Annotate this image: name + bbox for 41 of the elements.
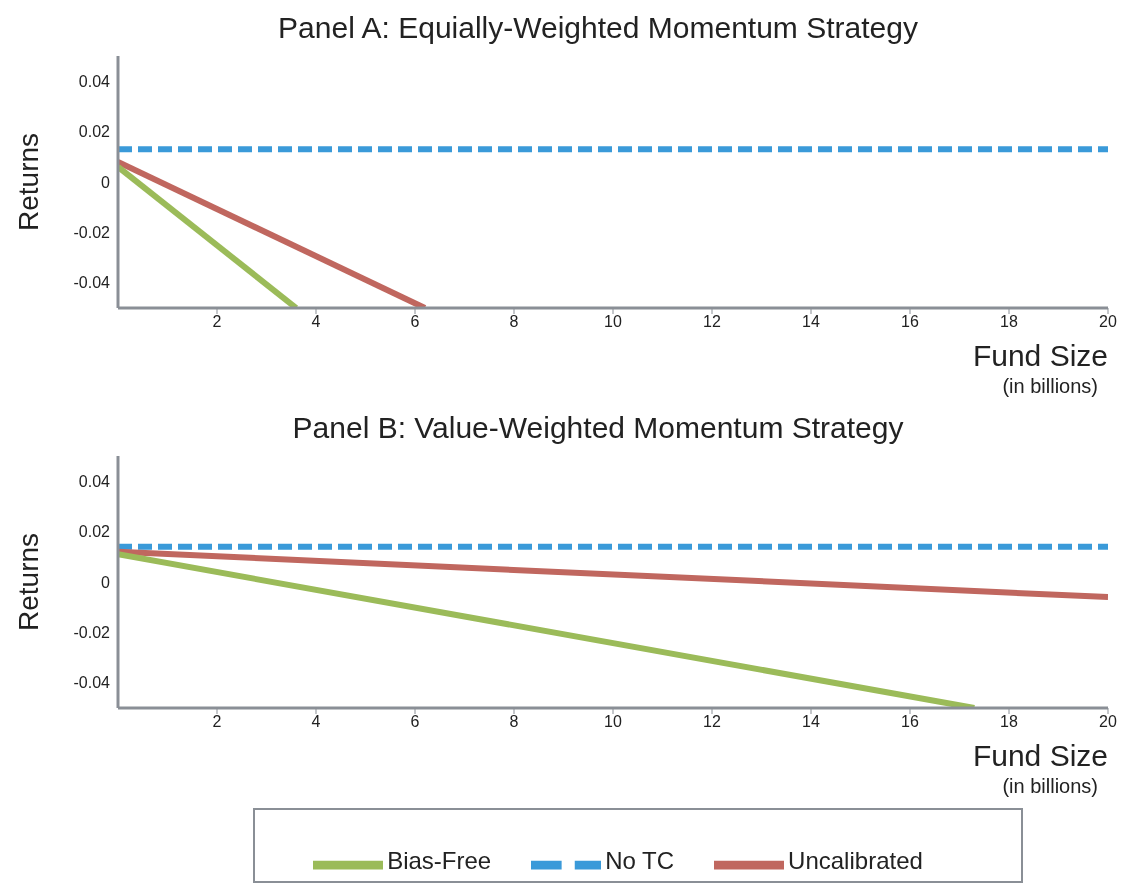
x-tick-label: 18 xyxy=(1000,313,1018,331)
y-tick-label: -0.04 xyxy=(73,674,111,692)
x-tick-label: 12 xyxy=(703,313,721,331)
chart-title: Panel A: Equially-Weighted Momentum Strategy xyxy=(277,10,919,46)
x-axis-title: Fund Size xyxy=(971,338,1108,374)
y-tick-label: 0.04 xyxy=(78,472,111,490)
chart-title: Panel B: Value-Weighted Momentum Strategy xyxy=(291,410,905,446)
text: (in billions) xyxy=(1001,774,1099,798)
x-tick-label: 6 xyxy=(410,713,420,731)
x-tick-label: 4 xyxy=(311,713,321,731)
y-tick-label: -0.04 xyxy=(73,274,111,292)
x-tick-label: 12 xyxy=(703,713,721,731)
y-tick-label: 0 xyxy=(101,173,111,191)
y-axis-title: Returns xyxy=(12,132,44,232)
y-tick-label: 0.02 xyxy=(78,523,111,541)
x-tick-label: 16 xyxy=(901,713,919,731)
x-tick-label: 2 xyxy=(212,313,222,331)
x-tick-label: 20 xyxy=(1099,713,1117,731)
text: (in billions) xyxy=(1001,374,1099,398)
x-tick-label: 16 xyxy=(901,313,919,331)
x-tick-label: 18 xyxy=(1000,713,1018,731)
y-tick-label: -0.02 xyxy=(73,624,111,642)
legend-label: No TC xyxy=(605,847,675,875)
y-tick-label: 0 xyxy=(101,573,111,591)
y-axis-title: Returns xyxy=(12,532,44,632)
legend-label: Bias-Free xyxy=(387,847,492,875)
x-tick-label: 6 xyxy=(410,313,420,331)
legend-label: Uncalibrated xyxy=(788,847,923,875)
x-tick-label: 10 xyxy=(604,713,622,731)
x-tick-label: 2 xyxy=(212,713,222,731)
y-tick-label: -0.02 xyxy=(73,224,111,242)
y-tick-label: 0.02 xyxy=(78,123,111,141)
x-axis-title: Fund Size xyxy=(972,738,1108,774)
x-tick-label: 20 xyxy=(1099,313,1117,331)
x-tick-label: 14 xyxy=(802,313,820,331)
x-tick-label: 14 xyxy=(802,713,820,731)
y-tick-label: 0.04 xyxy=(78,72,111,90)
x-tick-label: 8 xyxy=(509,313,519,331)
x-tick-label: 4 xyxy=(311,313,321,331)
x-tick-label: 10 xyxy=(604,313,622,331)
x-tick-label: 8 xyxy=(509,713,519,731)
